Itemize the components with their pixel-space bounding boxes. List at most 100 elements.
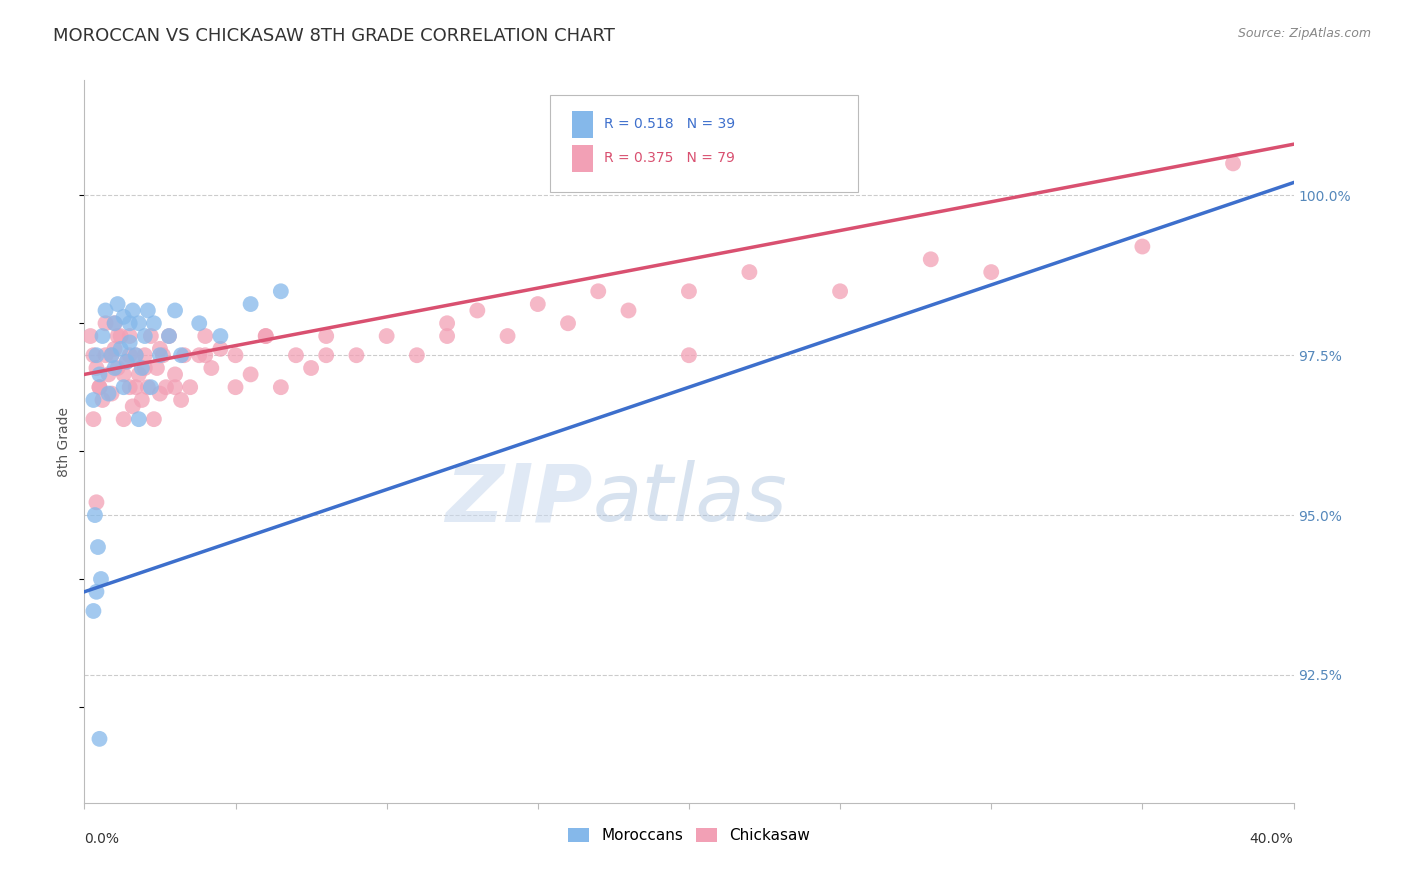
Point bbox=[436, 329, 458, 343]
Point bbox=[128, 316, 150, 330]
Point bbox=[254, 329, 277, 343]
Point bbox=[118, 316, 141, 330]
Point bbox=[209, 342, 232, 356]
Point bbox=[104, 361, 127, 376]
Point bbox=[125, 348, 148, 362]
Point bbox=[299, 361, 322, 376]
FancyBboxPatch shape bbox=[550, 95, 858, 193]
Text: 40.0%: 40.0% bbox=[1250, 831, 1294, 846]
Point bbox=[588, 285, 610, 299]
Point bbox=[89, 368, 111, 382]
Point bbox=[110, 329, 132, 343]
Point bbox=[149, 342, 172, 356]
Point bbox=[86, 584, 108, 599]
Point bbox=[165, 368, 187, 382]
Point bbox=[112, 412, 135, 426]
Point bbox=[87, 540, 110, 554]
Point bbox=[149, 348, 172, 362]
Point bbox=[125, 348, 148, 362]
Point bbox=[920, 252, 942, 267]
Point bbox=[830, 285, 852, 299]
Point bbox=[104, 342, 127, 356]
Point bbox=[194, 348, 217, 362]
Point bbox=[173, 348, 195, 362]
Point bbox=[315, 348, 337, 362]
Point bbox=[89, 731, 111, 746]
Point bbox=[118, 335, 141, 350]
Point bbox=[194, 329, 217, 343]
Point bbox=[94, 348, 117, 362]
Point bbox=[128, 368, 150, 382]
Text: R = 0.518   N = 39: R = 0.518 N = 39 bbox=[605, 118, 735, 131]
Point bbox=[170, 392, 193, 407]
Text: MOROCCAN VS CHICKASAW 8TH GRADE CORRELATION CHART: MOROCCAN VS CHICKASAW 8TH GRADE CORRELAT… bbox=[53, 27, 616, 45]
FancyBboxPatch shape bbox=[572, 111, 593, 138]
Text: atlas: atlas bbox=[592, 460, 787, 539]
Point bbox=[436, 316, 458, 330]
Point bbox=[239, 368, 262, 382]
Point bbox=[107, 329, 129, 343]
Point bbox=[157, 329, 180, 343]
Point bbox=[91, 329, 114, 343]
Point bbox=[142, 412, 165, 426]
Point bbox=[315, 329, 337, 343]
FancyBboxPatch shape bbox=[572, 145, 593, 172]
Point bbox=[82, 412, 104, 426]
Point bbox=[617, 303, 640, 318]
Point bbox=[97, 386, 120, 401]
Point bbox=[467, 303, 489, 318]
Point bbox=[139, 329, 162, 343]
Point bbox=[134, 348, 156, 362]
Point bbox=[270, 285, 292, 299]
Point bbox=[112, 380, 135, 394]
Point bbox=[152, 348, 174, 362]
Point bbox=[82, 604, 104, 618]
Point bbox=[527, 297, 550, 311]
Point bbox=[104, 316, 127, 330]
Point bbox=[110, 342, 132, 356]
Point bbox=[112, 310, 135, 324]
Point bbox=[86, 495, 108, 509]
Point bbox=[128, 412, 150, 426]
Point bbox=[94, 316, 117, 330]
Point bbox=[115, 354, 138, 368]
Point bbox=[139, 380, 162, 394]
Point bbox=[375, 329, 398, 343]
Point bbox=[100, 386, 122, 401]
Point bbox=[82, 392, 104, 407]
Point bbox=[136, 303, 159, 318]
Point bbox=[165, 380, 187, 394]
Point bbox=[89, 380, 111, 394]
Point bbox=[406, 348, 429, 362]
Point bbox=[170, 348, 193, 362]
Point bbox=[79, 329, 101, 343]
Point bbox=[100, 348, 122, 362]
Point bbox=[115, 354, 138, 368]
Legend: Moroccans, Chickasaw: Moroccans, Chickasaw bbox=[562, 822, 815, 849]
Point bbox=[131, 392, 153, 407]
Point bbox=[155, 380, 177, 394]
Point bbox=[136, 380, 159, 394]
Point bbox=[157, 329, 180, 343]
Point bbox=[149, 386, 172, 401]
Point bbox=[346, 348, 368, 362]
Y-axis label: 8th Grade: 8th Grade bbox=[58, 407, 72, 476]
Point bbox=[112, 368, 135, 382]
Point bbox=[209, 329, 232, 343]
Point bbox=[86, 348, 108, 362]
Point bbox=[188, 348, 211, 362]
Point bbox=[557, 316, 579, 330]
Point bbox=[89, 380, 111, 394]
Point bbox=[179, 380, 201, 394]
Point bbox=[1222, 156, 1244, 170]
Point bbox=[1132, 239, 1154, 253]
Point bbox=[146, 361, 169, 376]
Point bbox=[738, 265, 761, 279]
Point bbox=[86, 361, 108, 376]
Point bbox=[107, 297, 129, 311]
Text: 0.0%: 0.0% bbox=[84, 831, 120, 846]
Point bbox=[200, 361, 222, 376]
Point bbox=[270, 380, 292, 394]
Point bbox=[104, 316, 127, 330]
Point bbox=[84, 508, 107, 522]
